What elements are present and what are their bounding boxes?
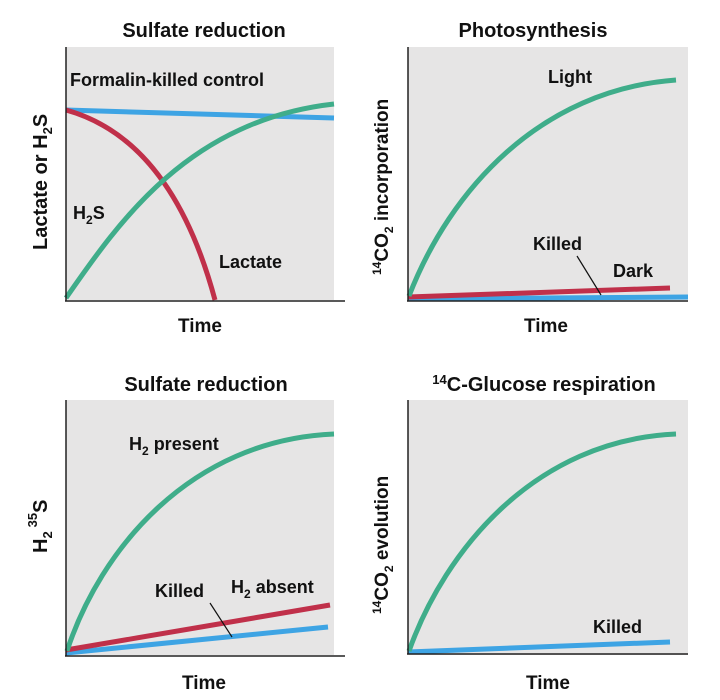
- series-killed-line: [407, 639, 671, 655]
- series-killed-line: [407, 294, 689, 302]
- killed-leader-line: [576, 255, 602, 296]
- series-dark-line: [407, 285, 671, 300]
- chart-title: Sulfate reduction: [122, 20, 285, 42]
- plot-area: [408, 400, 688, 655]
- series-killed-line: [65, 624, 329, 656]
- label-lactate: Lactate: [219, 252, 282, 272]
- series-lactate-line: [65, 107, 218, 301]
- series-respiration-line: [406, 431, 677, 652]
- label-dark: Dark: [613, 261, 654, 281]
- label-formalin-killed-control: Formalin-killed control: [70, 70, 264, 90]
- chart-title: Sulfate reduction: [124, 374, 287, 396]
- label-h2s: H2S: [73, 203, 105, 227]
- plot-area: [408, 47, 688, 300]
- x-axis-label: Time: [526, 673, 570, 694]
- label-h2-present: H2 present: [129, 434, 219, 458]
- label-killed: Killed: [155, 581, 204, 601]
- panel-sulfate-reduction-lactate: Sulfate reduction Lactate or H2S Time Fo…: [30, 20, 345, 337]
- label-h2-absent: H2 absent: [231, 577, 314, 601]
- series-h2-absent-line: [65, 602, 331, 653]
- y-axis-label: Lactate or H2S: [30, 114, 55, 250]
- x-axis-label: Time: [524, 316, 568, 337]
- chart-title: Photosynthesis: [459, 20, 608, 42]
- chart-title: 14C-Glucose respiration: [432, 372, 655, 396]
- series-h2s-line: [63, 101, 335, 300]
- y-axis-label: H235S: [25, 500, 55, 554]
- series-control-line: [65, 107, 335, 121]
- panel-sulfate-reduction-h2: Sulfate reduction H235S Time H2 present …: [25, 374, 345, 694]
- label-killed: Killed: [593, 617, 642, 637]
- series-light-line: [406, 77, 677, 297]
- killed-leader-line: [209, 602, 233, 638]
- panel-photosynthesis: Photosynthesis 14CO2 incorporation Time …: [370, 20, 689, 337]
- panel-glucose-respiration: 14C-Glucose respiration 14CO2 evolution …: [370, 372, 688, 694]
- x-axis-label: Time: [178, 316, 222, 337]
- label-light: Light: [548, 67, 592, 87]
- label-killed: Killed: [533, 234, 582, 254]
- x-axis-label: Time: [182, 673, 226, 694]
- y-axis-label: 14CO2 evolution: [370, 476, 396, 614]
- y-axis-label: 14CO2 incorporation: [370, 99, 396, 275]
- series-h2-present-line: [64, 431, 335, 652]
